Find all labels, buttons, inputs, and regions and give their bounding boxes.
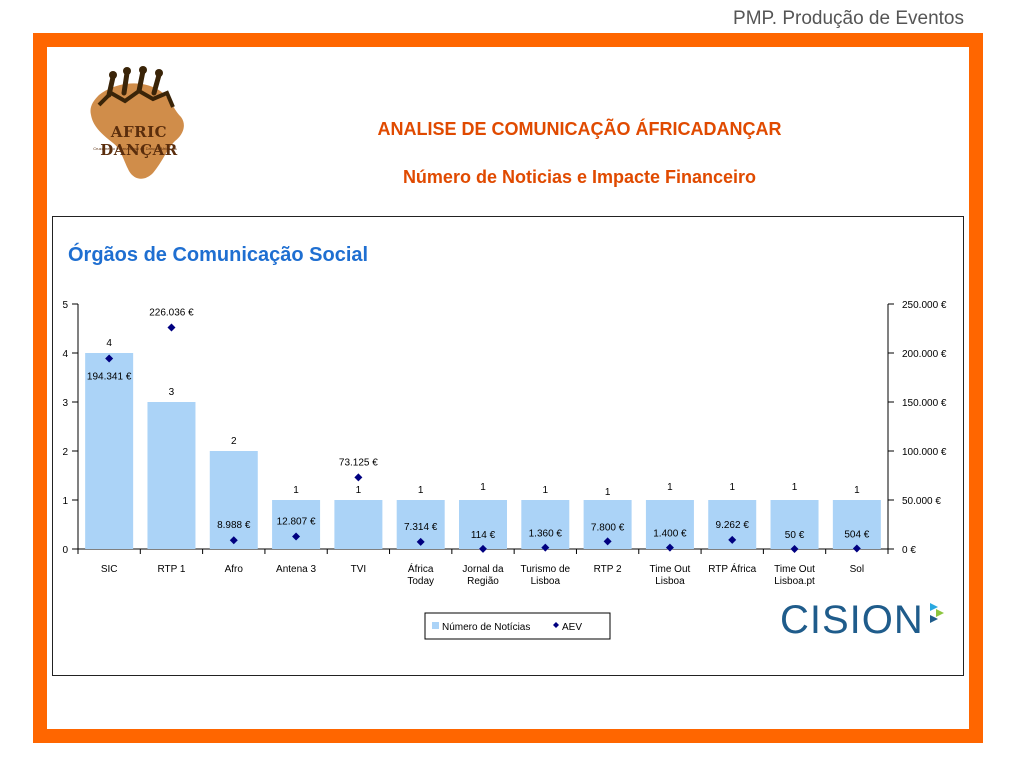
page-subtitle: Número de Noticias e Impacte Financeiro [402, 167, 757, 187]
bar [645, 500, 694, 549]
bar [334, 500, 383, 549]
bar-value-label: 2 [231, 436, 237, 447]
aev-marker [603, 537, 612, 546]
bar-value-label: 1 [729, 482, 735, 493]
bar-value-label: 1 [667, 482, 673, 493]
aev-value-label: 12.807 € [277, 516, 316, 527]
legend-label-bars: Número de Notícias [442, 622, 530, 633]
aev-value-label: 114 € [471, 530, 496, 541]
aev-value-label: 73.125 € [339, 457, 378, 468]
right-tick-label: 50.000 € [902, 496, 941, 507]
aev-value-label: 8.988 € [217, 520, 251, 531]
legend-bar-swatch [432, 622, 439, 629]
left-tick-label: 0 [62, 545, 68, 556]
bar-value-label: 1 [480, 482, 486, 493]
legend-label-aev: AEV [562, 622, 582, 633]
aev-marker [665, 543, 674, 552]
aev-value-label: 7.314 € [404, 522, 438, 533]
left-tick-label: 2 [62, 447, 68, 458]
page-title: ANALISE DE COMUNICAÇÃO ÁFRICADANÇAR [377, 119, 782, 139]
bar [272, 500, 321, 549]
category-label: Sol [850, 564, 864, 575]
bar [209, 451, 258, 549]
bar-value-label: 1 [854, 485, 860, 496]
bar-value-label: 1 [792, 482, 798, 493]
right-tick-label: 0 € [902, 545, 916, 556]
chart-panel: Órgãos de Comunicação Social 0 1 2 3 4 5 0 €50.… [52, 216, 964, 676]
aev-marker [229, 536, 238, 545]
aev-value-label: 504 € [844, 530, 869, 541]
aev-value-label: 50 € [785, 530, 805, 541]
category-label: Lisboa [531, 576, 561, 587]
aev-value-label: 226.036 € [149, 307, 194, 318]
cision-logo: CISION [780, 598, 950, 648]
category-label: Time Out [774, 564, 815, 575]
category-label: Today [407, 576, 434, 587]
slide-frame: AFRIC DANÇAR Cruzamento Internacional de… [33, 33, 983, 743]
aev-marker [416, 537, 425, 546]
logo-wordmark: AFRIC DANÇAR [100, 123, 178, 159]
right-tick-label: 250.000 € [902, 300, 947, 311]
aev-value-label: 1.400 € [653, 529, 687, 540]
right-tick-label: 100.000 € [902, 447, 947, 458]
aev-marker [354, 473, 363, 482]
category-label: África [408, 562, 434, 575]
left-tick-label: 1 [62, 496, 68, 507]
cision-wordmark: CISION [780, 598, 924, 642]
bar-value-label: 1 [356, 485, 362, 496]
category-label: Lisboa [655, 576, 685, 587]
legend-box [424, 612, 611, 640]
aev-value-label: 9.262 € [716, 520, 750, 531]
bar [521, 500, 570, 549]
category-label: Lisboa.pt [774, 576, 815, 587]
logo-subtitle: Cruzamento Internacional de Danças Afric… [93, 146, 177, 151]
bar [147, 402, 196, 549]
bar [770, 500, 819, 549]
category-label: RTP África [708, 562, 756, 575]
right-tick-label: 200.000 € [902, 349, 947, 360]
cision-arrow-icon [930, 603, 944, 623]
aev-marker [541, 543, 550, 552]
category-label: Afro [225, 564, 244, 575]
aev-marker [852, 544, 861, 553]
left-tick-label: 5 [62, 300, 68, 311]
legend-aev-swatch [553, 622, 559, 628]
bar [459, 500, 507, 549]
aev-marker [167, 323, 176, 332]
bar-value-label: 1 [605, 487, 611, 498]
category-label: TVI [351, 564, 367, 575]
bar-value-label: 4 [106, 338, 112, 349]
aev-value-label: 7.800 € [591, 522, 625, 533]
category-label: Antena 3 [276, 564, 316, 575]
aev-marker [790, 544, 799, 553]
category-label: SIC [101, 564, 118, 575]
left-tick-label: 3 [62, 398, 68, 409]
aev-marker [479, 544, 487, 553]
aev-value-label: 1.360 € [529, 529, 563, 540]
aev-marker [728, 535, 737, 544]
africa-map-icon [90, 66, 184, 179]
bar-value-label: 1 [543, 485, 549, 496]
bar [85, 353, 134, 549]
aev-marker [105, 354, 114, 363]
bar-value-label: 3 [169, 387, 175, 398]
category-label: Time Out [650, 564, 691, 575]
aev-value-label: 194.341 € [87, 372, 132, 383]
bar [832, 500, 881, 549]
category-label: Jornal da [462, 564, 504, 575]
chart-title: Órgãos de Comunicação Social [68, 242, 368, 266]
africadancar-logo: AFRIC DANÇAR Cruzamento Internacional de… [69, 65, 199, 183]
category-label: RTP 1 [157, 564, 185, 575]
category-label: Turismo de [520, 564, 570, 575]
category-label: Região [467, 576, 499, 587]
aev-marker [292, 532, 301, 541]
category-label: RTP 2 [594, 564, 622, 575]
left-tick-label: 4 [62, 349, 68, 360]
right-tick-label: 150.000 € [902, 398, 947, 409]
header-text: PMP. Produção de Eventos [733, 8, 964, 29]
bar-value-label: 1 [293, 485, 299, 496]
bar-value-label: 1 [418, 485, 424, 496]
